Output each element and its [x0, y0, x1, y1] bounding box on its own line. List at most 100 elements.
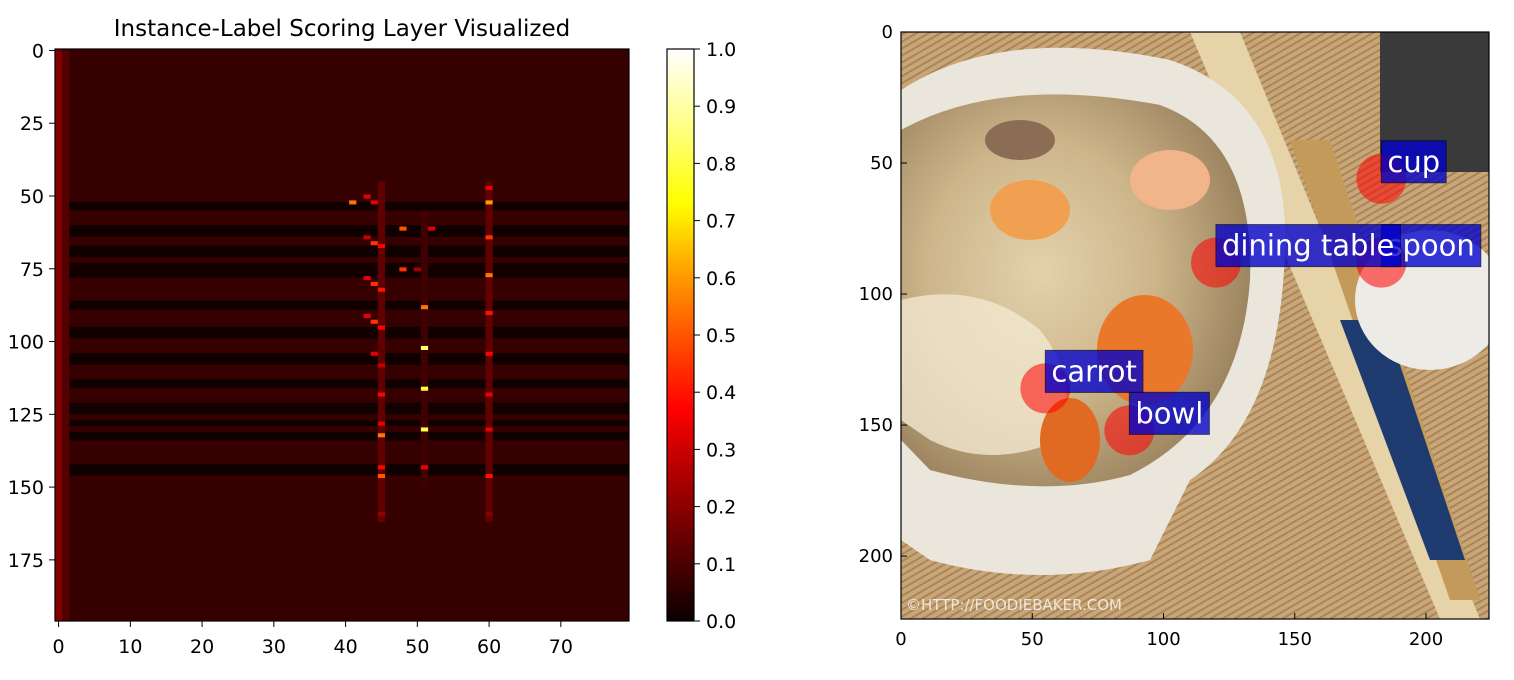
heatmap-cell: [377, 363, 386, 368]
heatmap-cell: [370, 200, 378, 205]
heatmap-cell: [420, 427, 429, 432]
heatmap-title: Instance-Label Scoring Layer Visualized: [114, 16, 570, 42]
photo-x-tick-label: 0: [895, 629, 906, 650]
heatmap-dark-band: [55, 300, 629, 310]
heatmap-cell: [370, 351, 378, 356]
heatmap-dark-band: [55, 420, 629, 426]
heatmap-x-tick-label: 20: [190, 636, 214, 658]
heatmap-cell: [370, 319, 378, 324]
photo-frame: [900, 31, 1490, 620]
colorbar-tick-label: 0.9: [706, 96, 736, 118]
heatmap-x-tick-label: 0: [53, 636, 65, 658]
heatmap-dark-band: [55, 326, 629, 339]
heatmap-y-tick-label: 50: [20, 186, 44, 208]
photo-x-tick-label: 50: [1021, 629, 1044, 650]
colorbar-tick-label: 0.3: [706, 439, 736, 461]
heatmap-cell: [428, 226, 436, 231]
photo-x-tick-label: 100: [1146, 629, 1180, 650]
photo-x-tick-label: 150: [1278, 629, 1312, 650]
heatmap-cell: [377, 433, 386, 438]
heatmap-y-tick-label: 150: [8, 477, 44, 499]
heatmap-cell: [420, 465, 429, 470]
heatmap-cell: [485, 273, 493, 278]
heatmap-cell: [377, 287, 386, 292]
heatmap-cell: [485, 310, 493, 316]
heatmap-dark-band: [55, 262, 629, 278]
heatmap-cell: [377, 465, 386, 470]
heatmap-cell: [420, 386, 429, 391]
colorbar-tick-label: 1.0: [706, 39, 736, 61]
heatmap-plot: [54, 48, 630, 622]
heatmap-dark-band: [55, 353, 629, 365]
heatmap-cell: [370, 281, 378, 286]
heatmap-dark-band: [55, 225, 629, 237]
heatmap-cell: [485, 511, 493, 516]
heatmap-cell: [363, 194, 371, 199]
heatmap-dark-band: [55, 431, 629, 441]
label-box-background: [1044, 349, 1144, 393]
photo-y-tick-label: 0: [882, 22, 893, 43]
heatmap-y-tick-label: 25: [20, 113, 44, 135]
colorbar-tick-label: 0.2: [706, 497, 736, 519]
label-box-background: [1380, 140, 1447, 184]
label-box-background: [1215, 224, 1401, 268]
heatmap-frame: [54, 48, 630, 622]
label-text: carrot: [1051, 354, 1137, 388]
heatmap-column: [377, 181, 386, 523]
heatmap-dark-band: [55, 402, 629, 415]
photo-x-tick-label: 200: [1409, 629, 1443, 650]
colorbar-tick-label: 0.6: [706, 268, 736, 290]
heatmap-cell: [363, 313, 371, 318]
label-text: dining table: [1222, 229, 1394, 263]
label-box: dining table: [1215, 224, 1401, 268]
label-box-background: [1128, 391, 1210, 435]
label-box: bowl: [1128, 391, 1210, 435]
photo-axes: 0 50 100 150 200 0 50 100 150 200: [859, 22, 1444, 650]
heatmap-cell: [377, 244, 386, 249]
photo-watermark: ©HTTP://FOODIEBAKER.COM: [906, 596, 1122, 614]
colorbar-tick-label: 0.0: [706, 611, 736, 633]
colorbar-tick-label: 0.8: [706, 153, 736, 175]
heatmap-axes: 0 10 20 30 40 50 60 70 0 25 50 75 100 125 150 175: [8, 40, 573, 658]
heatmap-column: [55, 50, 63, 622]
photo-y-tick-label: 150: [859, 415, 893, 436]
heatmap-dark-band: [55, 463, 629, 476]
heatmap-dark-band: [55, 201, 629, 211]
photo-y-tick-label: 100: [859, 284, 893, 305]
heatmap-x-tick-label: 50: [405, 636, 429, 658]
label-text: bowl: [1135, 396, 1203, 430]
heatmap-dark-band: [55, 379, 629, 389]
heatmap-cell: [485, 185, 493, 190]
heatmap-cell: [363, 235, 371, 240]
heatmap-column: [62, 50, 70, 622]
label-box: carrot: [1044, 349, 1144, 393]
heatmap-y-tick-label: 100: [8, 332, 44, 354]
heatmap-cell: [399, 226, 407, 231]
heatmap-cell: [485, 235, 493, 240]
photo-y-tick-label: 50: [870, 153, 893, 174]
heatmap-cell: [349, 200, 357, 205]
heatmap-cell: [377, 325, 386, 330]
heatmap-cell: [485, 392, 493, 397]
heatmap-cell: [370, 241, 378, 246]
label-text: cup: [1387, 145, 1440, 179]
heatmap-x-tick-label: 40: [333, 636, 357, 658]
heatmap-cell: [485, 427, 493, 432]
heatmap-cell: [485, 351, 493, 356]
heatmap-cell: [377, 392, 386, 397]
heatmap-x-tick-label: 70: [549, 636, 573, 658]
heatmap-cell: [485, 200, 493, 205]
heatmap-y-tick-label: 175: [8, 550, 44, 572]
photo: ©HTTP://FOODIEBAKER.COM: [901, 32, 1489, 619]
heatmap-x-tick-label: 60: [477, 636, 501, 658]
label-box: cup: [1380, 140, 1447, 184]
heatmap-cell: [363, 276, 371, 281]
colorbar: [666, 48, 695, 622]
colorbar-tick-label: 0.7: [706, 211, 736, 233]
heatmap-cell: [413, 267, 421, 272]
heatmap-cell: [420, 345, 429, 350]
heatmap-y-tick-label: 0: [32, 40, 44, 62]
heatmap-cell: [377, 511, 386, 516]
